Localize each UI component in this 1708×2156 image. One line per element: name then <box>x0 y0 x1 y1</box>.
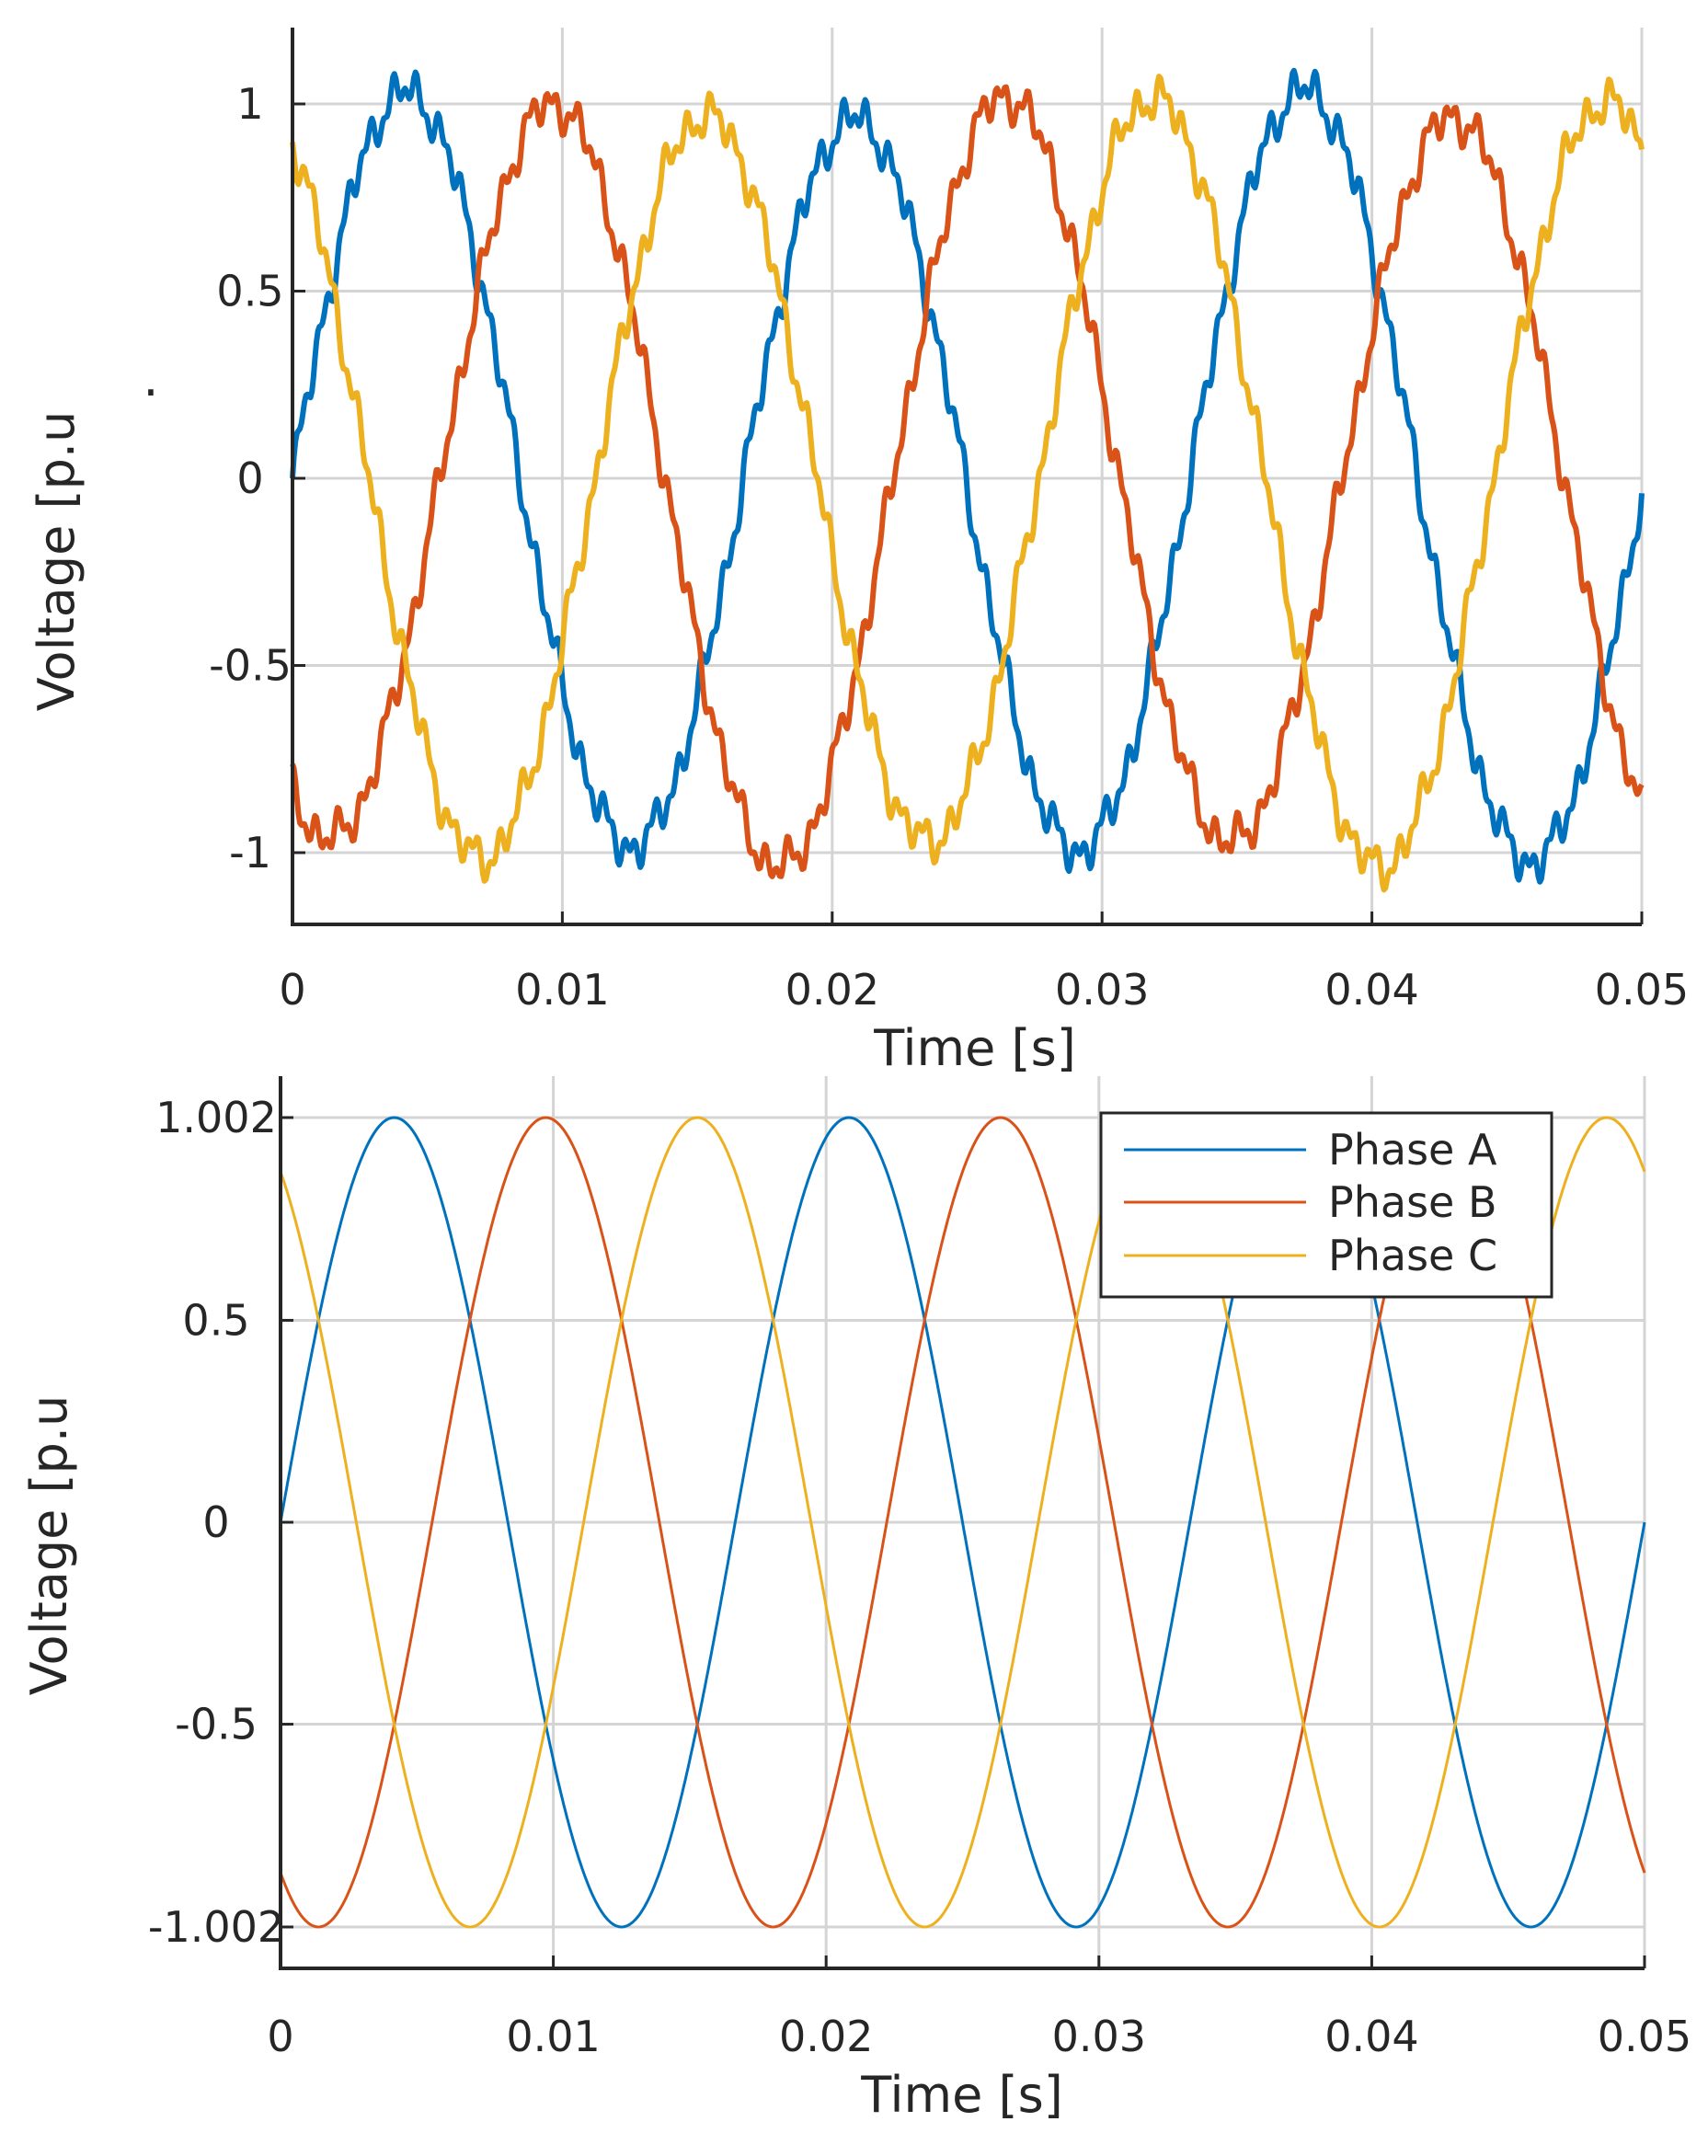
bot-y-tick-label: 0 <box>202 1497 229 1547</box>
legend-label-phase-c: Phase C <box>1328 1231 1497 1280</box>
top-y-tick-label: 0 <box>236 453 263 503</box>
top-x-tick-label: 0.01 <box>515 965 609 1015</box>
top-y-tick-label: 1 <box>236 79 263 129</box>
bottom-y-ticks: 1.002 0.5 0 -0.5 -1.002 <box>148 1093 293 1952</box>
top-chart: 0 0.01 0.02 0.03 0.04 0.05 1 0.5 0 -0.5 -1 Time [… <box>28 28 1689 1077</box>
top-x-tick-label: 0 <box>279 965 305 1015</box>
top-y-axis-label: Voltage [p.u <box>28 411 86 711</box>
bot-series-phase-a <box>279 1116 1646 1929</box>
legend: Phase A Phase B Phase C <box>1099 1111 1553 1299</box>
bot-x-tick-label: 0.04 <box>1324 2012 1418 2061</box>
top-grid <box>292 28 1644 924</box>
bot-series-phase-c <box>279 1116 1646 1929</box>
top-y-tick-label: -0.5 <box>209 641 292 691</box>
top-x-tick-label: 0.02 <box>785 965 879 1015</box>
top-series-phase-c <box>290 74 1645 893</box>
bot-x-tick-label: 0 <box>267 2012 293 2061</box>
legend-label-phase-a: Phase A <box>1328 1125 1497 1175</box>
bot-x-tick-label: 0.01 <box>506 2012 600 2061</box>
top-y-axis-stray-mark: . <box>143 350 158 407</box>
bot-x-tick-label: 0.03 <box>1052 2012 1146 2061</box>
bot-y-tick-label: 1.002 <box>155 1093 277 1142</box>
bot-y-tick-label: -1.002 <box>148 1902 284 1952</box>
top-series-phase-b <box>290 84 1645 879</box>
top-x-tick-label: 0.04 <box>1324 965 1418 1015</box>
top-series <box>290 67 1645 893</box>
bot-y-tick-label: -0.5 <box>175 1700 258 1749</box>
top-y-tick-label: 0.5 <box>216 267 283 316</box>
top-series-phase-a <box>290 67 1645 885</box>
bottom-y-axis-label: Voltage [p.u <box>20 1395 78 1695</box>
top-x-tick-label: 0.03 <box>1055 965 1149 1015</box>
bottom-x-axis-label: Time [s] <box>860 2066 1063 2124</box>
top-x-axis-label: Time [s] <box>873 1019 1076 1077</box>
legend-box <box>1099 1111 1553 1299</box>
bot-x-tick-label: 0.05 <box>1598 2012 1691 2061</box>
top-x-ticks: 0 0.01 0.02 0.03 0.04 0.05 <box>279 912 1689 1015</box>
top-y-ticks: 1 0.5 0 -0.5 -1 <box>209 79 305 877</box>
bottom-chart: 0 0.01 0.02 0.03 0.04 0.05 1.002 0.5 0 -0.5 -1.00… <box>20 1076 1691 2124</box>
bot-x-tick-label: 0.02 <box>779 2012 873 2061</box>
top-x-tick-label: 0.05 <box>1595 965 1689 1015</box>
bot-y-tick-label: 0.5 <box>182 1295 249 1345</box>
legend-label-phase-b: Phase B <box>1328 1177 1497 1227</box>
bottom-x-ticks: 0 0.01 0.02 0.03 0.04 0.05 <box>267 1955 1691 2061</box>
top-y-tick-label: -1 <box>229 828 271 877</box>
